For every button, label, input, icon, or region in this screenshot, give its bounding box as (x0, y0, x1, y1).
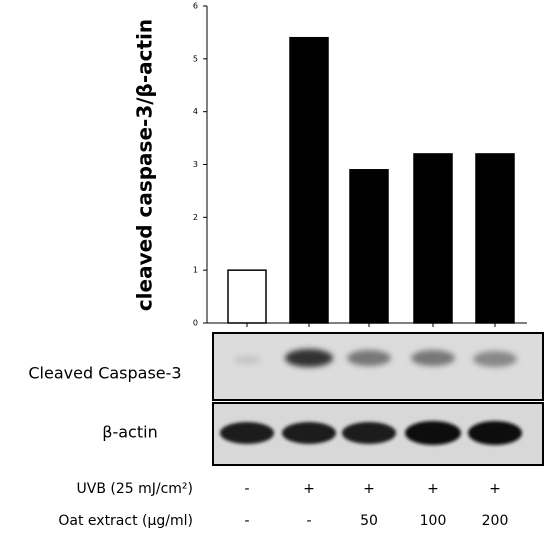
treatment-value: + (427, 481, 439, 497)
treatment-value: + (303, 481, 315, 497)
treatment-value: 100 (420, 513, 447, 529)
treatment-label: Oat extract (μg/ml) (58, 513, 193, 529)
y-tick-label: 0 (193, 319, 198, 328)
y-tick-label: 1 (193, 266, 198, 275)
bar (227, 269, 267, 324)
blot-label: β-actin (102, 423, 157, 442)
y-tick-label: 2 (193, 213, 198, 222)
treatment-label: UVB (25 mJ/cm²) (77, 481, 194, 497)
bar (475, 153, 515, 324)
blot-cleaved-caspase (212, 332, 544, 401)
treatment-value: 50 (360, 513, 378, 529)
treatment-value: - (306, 513, 311, 529)
y-tick-label: 3 (193, 160, 198, 169)
blot-actin (212, 402, 544, 466)
bar (349, 169, 389, 324)
treatment-value: - (244, 513, 249, 529)
y-tick-label: 5 (193, 54, 198, 63)
bar (413, 153, 453, 324)
blot-label: Cleaved Caspase-3 (28, 364, 181, 383)
treatment-value: 200 (482, 513, 509, 529)
y-axis-label: cleaved caspase-3/β-actin (133, 19, 157, 311)
y-tick-label: 6 (193, 2, 198, 11)
y-tick-label: 4 (193, 107, 198, 116)
treatment-value: + (489, 481, 501, 497)
treatment-value: - (244, 481, 249, 497)
bar (289, 36, 329, 324)
treatment-value: + (363, 481, 375, 497)
